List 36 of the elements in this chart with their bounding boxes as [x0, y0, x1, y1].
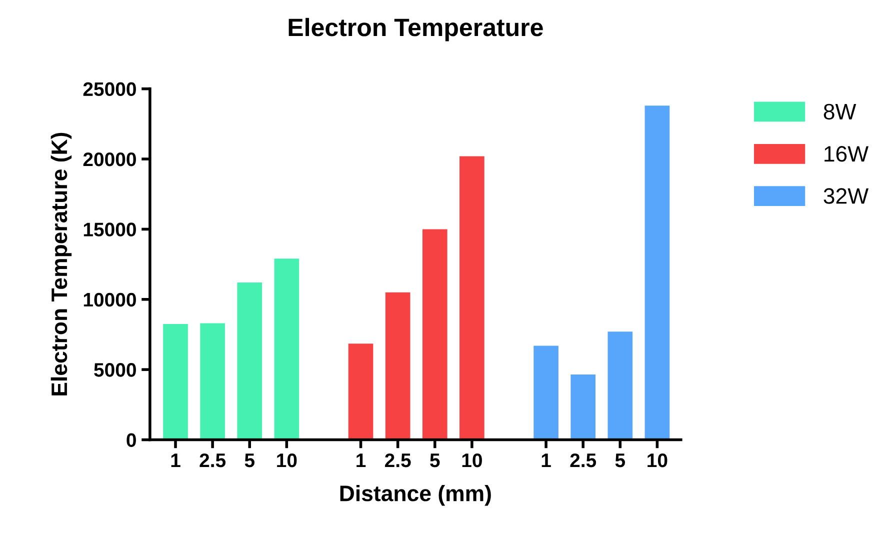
- x-tick-label: 5: [244, 454, 254, 468]
- x-tick-label: 10: [648, 453, 668, 468]
- legend-label: 16W: [824, 146, 869, 162]
- x-tick-label: 1: [171, 454, 180, 468]
- y-tick-label: 15000: [84, 222, 136, 236]
- bar: [570, 374, 596, 440]
- bar: [422, 229, 448, 440]
- legend-label: 32W: [824, 188, 869, 204]
- x-tick-label: 1: [542, 454, 551, 468]
- x-tick-label: 1: [356, 454, 366, 468]
- x-tick-label: 2.5: [570, 453, 596, 468]
- y-tick-label: 10000: [84, 292, 136, 307]
- y-tick-label: 20000: [83, 152, 136, 166]
- x-tick-label: 2.5: [200, 453, 226, 468]
- bar: [348, 344, 374, 440]
- x-tick-label: 2.5: [384, 453, 411, 468]
- x-tick-label: 5: [430, 454, 440, 468]
- y-tick-label: 0: [126, 433, 136, 448]
- bar: [460, 156, 484, 440]
- chart-title: Electron Temperature: [288, 18, 543, 42]
- bar: [237, 282, 262, 440]
- x-tick-label: 10: [277, 453, 297, 468]
- legend-label: 8W: [824, 104, 856, 120]
- bar: [608, 332, 633, 440]
- bar: [385, 292, 410, 440]
- x-axis-title: Distance (mm): [340, 484, 491, 506]
- bar: [534, 346, 558, 440]
- y-axis-title: Electron Temperature (K): [50, 132, 72, 396]
- y-tick-label: 25000: [83, 82, 136, 96]
- x-tick-label: 10: [462, 453, 482, 468]
- bar: [274, 258, 300, 440]
- bar: [644, 106, 670, 440]
- bar: [163, 324, 188, 440]
- y-tick-label: 5000: [94, 363, 136, 377]
- x-tick-label: 5: [615, 454, 626, 468]
- bar: [200, 323, 225, 440]
